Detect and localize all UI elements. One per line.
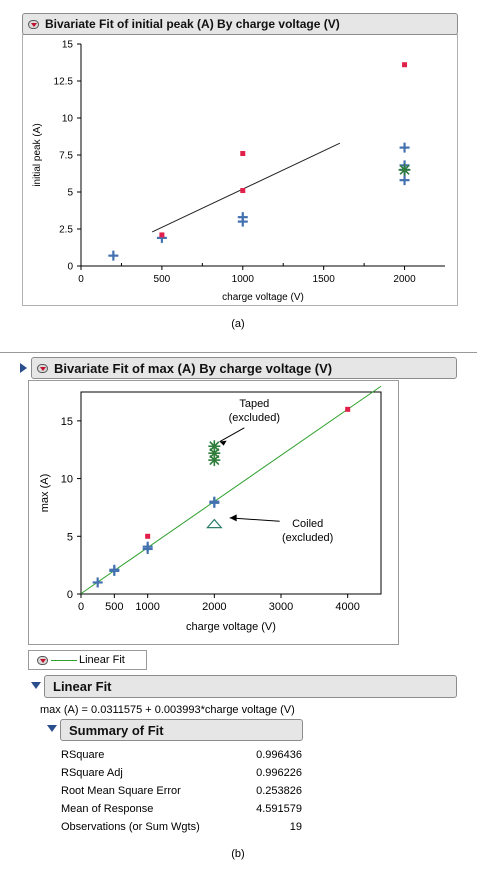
x-tick-label: 4000 <box>335 601 359 613</box>
data-point <box>159 232 165 238</box>
annotation-coiled: Coiled (excluded) <box>282 518 333 544</box>
summary-disclosure-icon[interactable] <box>47 725 57 732</box>
linear-fit-header-label: Linear Fit <box>53 679 112 694</box>
plot-frame <box>80 391 382 595</box>
y-tick-label: 10 <box>62 114 74 125</box>
x-axis-label: charge voltage (V) <box>222 292 304 303</box>
linear-fit-disclosure-icon[interactable] <box>31 682 41 689</box>
y-tick-label: 2.5 <box>59 225 73 236</box>
panel-a-caption: (a) <box>231 318 245 330</box>
red-triangle-menu-icon[interactable] <box>37 655 48 665</box>
y-tick-label: 12.5 <box>54 77 74 88</box>
x-tick-label: 500 <box>154 274 171 285</box>
panel-b-disclosure-icon[interactable] <box>20 363 27 373</box>
linear-fit-header[interactable]: Linear Fit <box>44 675 457 698</box>
separator-line <box>0 352 477 353</box>
fit-line <box>151 142 341 233</box>
legend-line-swatch <box>51 659 77 661</box>
data-point <box>109 565 120 576</box>
legend-label: Linear Fit <box>79 654 125 666</box>
data-point <box>206 518 223 529</box>
y-tick-label: 7.5 <box>59 151 73 162</box>
y-axis-label: max (A) <box>39 474 51 513</box>
data-point <box>92 577 103 588</box>
red-triangle-menu-icon[interactable] <box>37 363 48 373</box>
data-point <box>108 250 119 261</box>
y-tick-label: 15 <box>62 40 74 51</box>
y-tick-label: 5 <box>67 531 73 543</box>
fit-line <box>80 385 382 595</box>
annotation-coiled-arrow <box>229 517 280 522</box>
summary-value: 0.996226 <box>256 767 302 779</box>
summary-label: Mean of Response <box>61 803 154 815</box>
panel-a-title-bar[interactable]: Bivariate Fit of initial peak (A) By cha… <box>22 13 458 35</box>
x-tick-label: 1500 <box>313 274 336 285</box>
summary-label: RSquare Adj <box>61 767 123 779</box>
summary-value: 0.996436 <box>256 749 302 761</box>
summary-value: 0.253826 <box>256 785 302 797</box>
data-point <box>208 440 221 453</box>
panel-b-title: Bivariate Fit of max (A) By charge volta… <box>54 360 333 376</box>
summary-of-fit-header[interactable]: Summary of Fit <box>60 719 303 741</box>
linear-fit-legend[interactable]: Linear Fit <box>28 650 147 670</box>
fit-equation: max (A) = 0.0311575 + 0.003993*charge vo… <box>40 704 295 716</box>
summary-label: Root Mean Square Error <box>61 785 181 797</box>
summary-value: 19 <box>289 821 302 833</box>
data-point <box>399 142 410 153</box>
x-tick-label: 2000 <box>202 601 226 613</box>
y-tick-label: 0 <box>67 262 73 273</box>
y-tick-label: 0 <box>67 589 73 601</box>
panel-b-frame <box>28 380 399 645</box>
annotation-taped: Taped (excluded) <box>229 398 280 424</box>
data-point <box>145 533 151 539</box>
x-tick-label: 1000 <box>232 274 255 285</box>
panel-a-title: Bivariate Fit of initial peak (A) By cha… <box>45 17 340 31</box>
data-point <box>240 151 246 157</box>
x-tick-label: 0 <box>78 601 84 613</box>
arrowhead-icon <box>229 514 237 522</box>
arrowhead-icon <box>219 440 227 446</box>
x-tick-label: 3000 <box>269 601 293 613</box>
x-tick-label: 1000 <box>135 601 159 613</box>
summary-of-fit-label: Summary of Fit <box>69 722 164 738</box>
data-point <box>345 406 351 412</box>
annotation-taped-arrow <box>219 427 245 443</box>
red-triangle-menu-icon[interactable] <box>28 19 39 29</box>
x-tick-label: 500 <box>105 601 123 613</box>
summary-label: Observations (or Sum Wgts) <box>61 821 200 833</box>
y-axis-label: initial peak (A) <box>32 123 43 186</box>
x-tick-label: 0 <box>78 274 84 285</box>
x-tick-label: 2000 <box>393 274 416 285</box>
y-tick-label: 10 <box>61 474 73 486</box>
chart-b: 0 500 1000 2000 3000 4000 0 5 10 15 charge voltage… <box>39 385 382 633</box>
summary-value: 4.591579 <box>256 803 302 815</box>
data-point <box>402 62 408 68</box>
data-point <box>398 163 411 176</box>
x-axis-label: charge voltage (V) <box>186 621 276 633</box>
y-tick-label: 5 <box>67 188 73 199</box>
data-point <box>209 496 220 507</box>
y-tick-label: 15 <box>61 416 73 428</box>
data-point <box>399 175 410 186</box>
panel-b-title-bar[interactable]: Bivariate Fit of max (A) By charge volta… <box>31 357 457 379</box>
summary-label: RSquare <box>61 749 105 761</box>
data-point <box>237 212 248 223</box>
panel-b-caption: (b) <box>231 848 245 860</box>
data-point <box>240 188 246 194</box>
data-point <box>142 541 153 552</box>
chart-a: 0 500 1000 1500 2000 0 2.5 5 7.5 10 12.5 15 charge v… <box>32 40 445 303</box>
